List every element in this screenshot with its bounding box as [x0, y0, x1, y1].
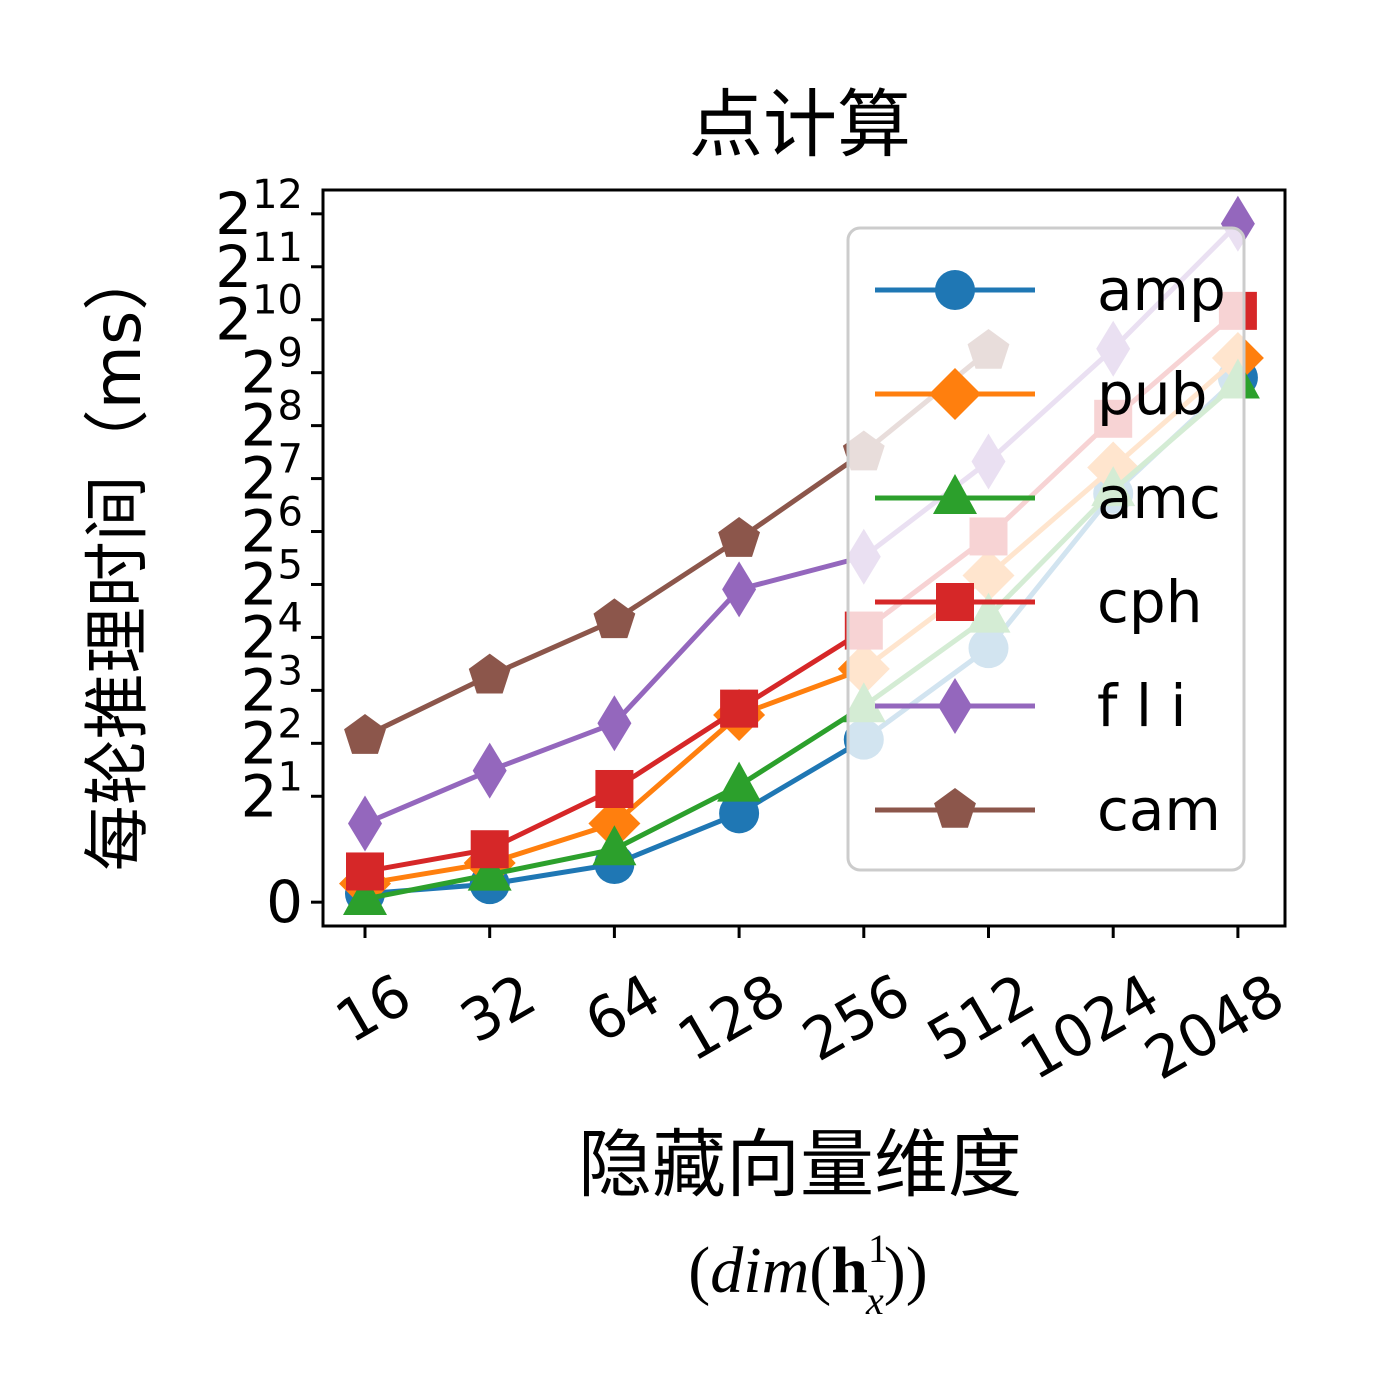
- y-tick-label: 21: [241, 754, 303, 830]
- data-point: [593, 598, 636, 639]
- data-point: [592, 825, 637, 866]
- y-tick-label: 24: [241, 595, 303, 671]
- y-axis-label: 每轮推理时间（ms）: [79, 245, 156, 872]
- legend-label: amc: [1097, 464, 1221, 532]
- legend: amp pub amc cph f l i cam: [846, 226, 1246, 872]
- data-point: [467, 850, 512, 891]
- legend-marker: [938, 678, 972, 734]
- legend-label: f l i: [1097, 672, 1187, 740]
- data-point: [468, 653, 511, 694]
- data-point: [348, 795, 382, 852]
- y-tick-label: 26: [241, 490, 303, 566]
- x-axis-label-math: (dim(h1 x)): [688, 1226, 927, 1323]
- data-point: [718, 517, 761, 557]
- y-tick-label: 22: [241, 701, 303, 777]
- y-tick-label: 210: [215, 278, 303, 354]
- data-point: [719, 793, 760, 834]
- legend-marker: [934, 788, 976, 828]
- data-point: [720, 689, 759, 728]
- x-axis-label: 隐藏向量维度: [578, 1122, 1022, 1208]
- legend-marker: [929, 368, 981, 420]
- plot-frame: [321, 188, 1287, 928]
- data-point: [597, 695, 632, 752]
- legend-label: pub: [1097, 360, 1207, 428]
- legend-box: [846, 226, 1246, 872]
- y-tick-label: 25: [241, 542, 303, 618]
- data-point: [346, 852, 384, 891]
- legend-label: cph: [1097, 568, 1202, 636]
- y-tick-label: 27: [241, 437, 303, 513]
- y-tick-label: 28: [241, 384, 303, 460]
- legend-marker: [936, 583, 974, 621]
- legend-marker: [935, 270, 975, 310]
- y-tick-label: 23: [241, 648, 303, 724]
- data-point: [588, 797, 641, 850]
- legend-marker: [933, 474, 977, 514]
- data-point: [343, 874, 387, 915]
- data-point: [470, 830, 509, 869]
- y-tick-label: 0: [266, 868, 303, 936]
- data-point: [717, 761, 762, 802]
- data-point: [344, 714, 386, 754]
- series-cam: [344, 328, 1010, 754]
- y-tick-label: 211: [215, 225, 303, 301]
- legend-label: amp: [1097, 256, 1226, 324]
- data-point: [472, 742, 507, 799]
- data-point: [595, 769, 634, 808]
- y-tick-label: 29: [241, 331, 303, 407]
- chart-title: 点计算: [689, 82, 911, 168]
- legend-label: cam: [1097, 776, 1221, 844]
- y-tick-label: 212: [215, 172, 303, 248]
- data-point: [722, 561, 757, 618]
